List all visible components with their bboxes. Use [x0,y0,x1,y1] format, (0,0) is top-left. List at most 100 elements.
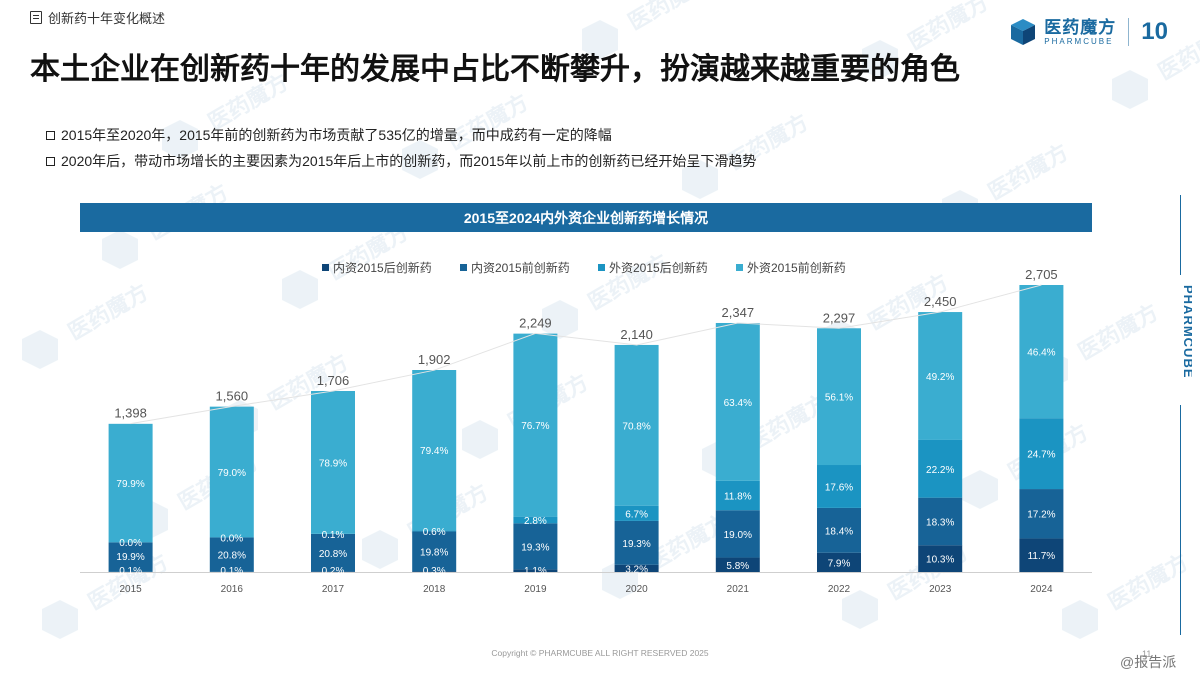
data-label: 79.9% [116,479,144,490]
legend-label: 内资2015前创新药 [471,260,570,275]
x-tick-label: 2015 [119,584,142,595]
data-label: 18.4% [825,526,853,537]
data-label: 11.7% [1028,551,1056,562]
data-label: 10.3% [926,555,954,566]
data-label: 2.8% [524,516,547,527]
bullet-item: 2020年后，带动市场增长的主要因素为2015年后上市的创新药，而2015年以前… [46,148,756,174]
bar-segment [614,505,659,521]
total-label: 1,902 [418,352,451,367]
anniversary-mark: 10 [1141,18,1168,45]
bar-segment [1019,538,1064,572]
bullet-list: 2015年至2020年，2015年前的创新药为市场贡献了535亿的增量，而中成药… [46,122,756,174]
bar-segment [1019,285,1064,419]
data-label: 63.4% [724,398,752,409]
data-label: 19.9% [116,552,144,563]
data-label: 3.2% [625,564,648,575]
legend-label: 外资2015前创新药 [747,260,846,275]
breadcrumb: 创新药十年变化概述 [30,8,165,27]
source-watermark: @报告派 [1120,654,1177,670]
bar-segment [918,312,963,440]
data-label: 49.2% [926,372,954,383]
total-label: 2,347 [722,305,755,320]
chart-title: 2015至2024内外资企业创新药增长情况 [463,209,709,226]
bar-segment [918,545,963,572]
data-label: 5.8% [726,561,749,572]
bar-segment [513,333,558,517]
data-label: 46.4% [1027,348,1055,359]
bullet-text: 2015年至2020年，2015年前的创新药为市场贡献了535亿的增量，而中成药… [61,127,612,143]
data-label: 19.8% [420,547,448,558]
x-tick-label: 2021 [727,584,750,595]
document-icon [30,11,42,24]
bar-segment [817,328,861,466]
x-tick-label: 2016 [221,584,244,595]
data-label: 0.1% [220,566,243,577]
bar-segment [513,569,558,572]
data-label: 79.4% [420,446,448,457]
bar-segment [918,497,963,546]
side-brand: PHARMCUBE [1181,285,1192,379]
bar-segment [614,520,659,565]
data-label: 24.7% [1027,450,1055,461]
legend-label: 内资2015后创新药 [333,260,432,275]
data-label: 0.0% [119,538,142,549]
legend-label: 外资2015后创新药 [609,260,708,275]
page-title: 本土企业在创新药十年的发展中占比不断攀升，扮演越来越重要的角色 [30,53,960,86]
data-label: 0.0% [220,533,243,544]
logo-name-cn: 医药魔方 [1044,17,1117,37]
bar-segment [715,557,760,572]
bar-segment [311,390,355,534]
total-label: 1,398 [114,406,147,421]
logo-divider [1128,18,1130,46]
data-label: 17.2% [1027,510,1055,521]
x-tick-label: 2017 [322,584,345,595]
data-label: 0.6% [423,527,446,538]
copyright: Copyright © PHARMCUBE ALL RIGHT RESERVED… [491,648,709,658]
total-label: 2,140 [620,327,653,342]
bullet-square-icon [46,156,55,166]
logo-name-en: PHARMCUBE [1044,36,1114,46]
data-label: 79.0% [218,468,246,479]
x-tick-label: 2019 [524,584,547,595]
total-trend-line [130,284,1042,425]
data-label: 6.7% [625,509,648,520]
bar-segment [1019,489,1064,539]
data-label: 19.3% [622,539,650,550]
bar-segment [412,571,457,572]
bar-segment [614,344,659,506]
total-label: 2,450 [924,294,957,309]
data-label: 70.8% [622,421,650,432]
bar-segment [209,406,254,538]
data-label: 7.9% [828,558,851,569]
data-label: 0.1% [322,530,345,541]
legend-swatch [460,264,467,271]
bar-segment [412,369,457,531]
bullet-item: 2015年至2020年，2015年前的创新药为市场贡献了535亿的增量，而中成药… [46,122,756,148]
bar-segment [715,480,760,511]
bar-segment [1019,418,1064,490]
bar-segment [108,542,153,572]
page-number: 11 [1142,649,1152,659]
section-label: 创新药十年变化概述 [48,11,166,26]
data-label: 1.1% [524,566,547,577]
bar-segment [311,533,355,572]
total-label: 2,705 [1025,267,1058,282]
data-label: 0.2% [322,566,345,577]
data-label: 76.7% [521,421,549,432]
x-tick-label: 2023 [929,584,952,595]
data-label: 0.1% [119,566,142,577]
data-label: 11.8% [724,492,752,503]
data-label: 78.9% [319,458,347,469]
data-label: 18.3% [926,517,954,528]
bar-segment [614,564,659,572]
company-logo: 医药魔方 PHARMCUBE 10 [1010,18,1168,46]
x-tick-label: 2022 [828,584,851,595]
bar-segment [513,523,558,570]
x-tick-label: 2020 [625,584,648,595]
bar-segment [817,507,861,553]
total-label: 1,560 [216,388,249,403]
chart-title-banner: 2015至2024内外资企业创新药增长情况 [80,203,1092,232]
x-tick-label: 2024 [1030,584,1053,595]
bar-segment [715,510,760,558]
side-divider-bottom [1180,405,1181,635]
